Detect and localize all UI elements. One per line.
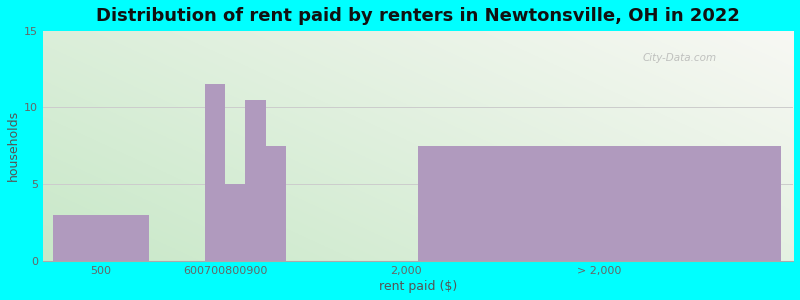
Y-axis label: households: households (7, 110, 20, 182)
X-axis label: rent paid ($): rent paid ($) (379, 280, 457, 293)
Bar (53, 215, 150, 261)
Title: Distribution of rent paid by renters in Newtonsville, OH in 2022: Distribution of rent paid by renters in … (96, 7, 740, 25)
Text: City-Data.com: City-Data.com (643, 53, 717, 63)
Bar (205, 84, 225, 261)
Bar (246, 100, 266, 261)
Bar (418, 146, 781, 261)
Bar (225, 184, 246, 261)
Bar (266, 146, 286, 261)
